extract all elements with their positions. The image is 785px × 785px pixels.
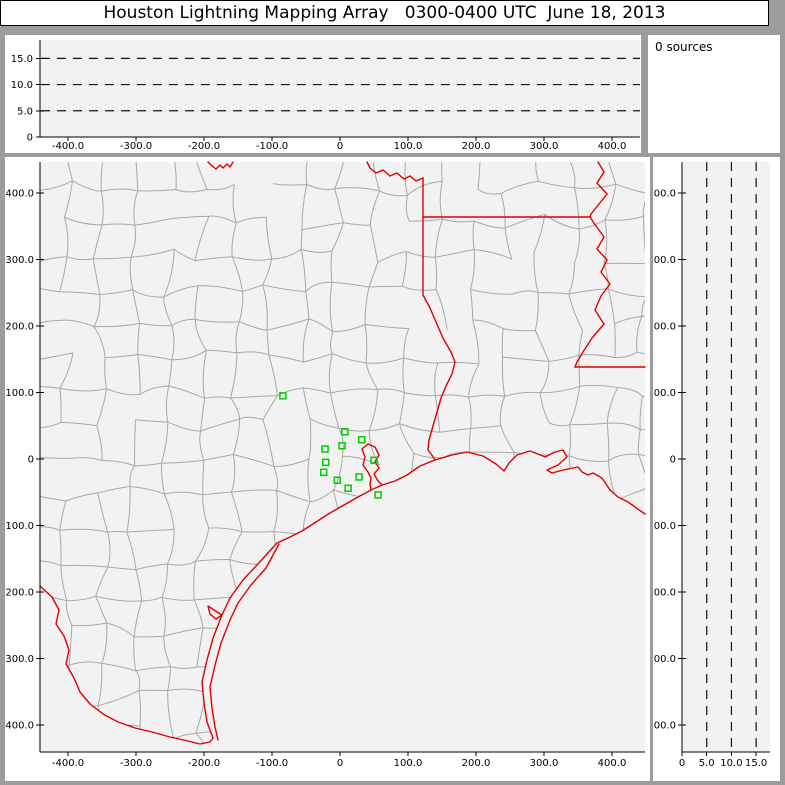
map-x-tick-label: -100.0 bbox=[256, 758, 288, 769]
x-tick-label: 400.0 bbox=[598, 141, 627, 152]
map-x-tick-label: 100.0 bbox=[394, 758, 423, 769]
lma-station-marker bbox=[374, 491, 382, 499]
y-tick-label: 400.0 bbox=[653, 189, 676, 200]
y-tick-label: -400.0 bbox=[653, 721, 676, 732]
x-tick-label: 10.0 bbox=[720, 758, 742, 769]
y-tick-label: 10.0 bbox=[11, 80, 33, 91]
y-tick-label: 300.0 bbox=[653, 255, 676, 266]
x-tick-label: 15.0 bbox=[745, 758, 767, 769]
lma-station-marker bbox=[370, 456, 378, 465]
red-river-border bbox=[207, 161, 234, 170]
map-y-tick-label: 400.0 bbox=[5, 189, 34, 200]
x-tick-label: -300.0 bbox=[120, 141, 152, 152]
map-y-tick-label: 100.0 bbox=[5, 388, 34, 399]
barrier-island bbox=[209, 543, 280, 741]
panel-plan-view-map: 400.0 300.0 200.0 100.0 0 -100.0 -200.0 -300.0 -… bbox=[5, 157, 650, 781]
map-y-tick-label: -200.0 bbox=[5, 588, 34, 599]
y-tick-label: 15.0 bbox=[11, 54, 33, 65]
map-y-tick-label: 0 bbox=[28, 455, 34, 466]
map-y-tick-label: -300.0 bbox=[5, 654, 34, 665]
lma-station-marker bbox=[321, 458, 330, 467]
x-tick-label: 200.0 bbox=[462, 141, 491, 152]
lma-station-marker bbox=[355, 473, 363, 481]
x-tick-label: -200.0 bbox=[188, 141, 220, 152]
map-x-tick-label: 400.0 bbox=[598, 758, 627, 769]
y-tick-label: -200.0 bbox=[653, 588, 676, 599]
lma-station-marker bbox=[358, 435, 366, 444]
map-y-tick-label: 200.0 bbox=[5, 322, 34, 333]
panel-source-count: 0 sources bbox=[648, 35, 780, 153]
galveston-bay bbox=[361, 443, 383, 491]
map-x-tick-label: 300.0 bbox=[530, 758, 559, 769]
y-tick-label: 5.0 bbox=[17, 106, 33, 117]
lma-station-marker bbox=[341, 427, 349, 436]
map-x-tick-label: -400.0 bbox=[52, 758, 84, 769]
map-axes: 400.0 300.0 200.0 100.0 0 -100.0 -200.0 -300.0 -… bbox=[5, 162, 645, 769]
y-tick-label: -100.0 bbox=[653, 521, 676, 532]
map-x-tick-label: -300.0 bbox=[120, 758, 152, 769]
rio-grande-border bbox=[39, 585, 214, 745]
map-x-tick-label: 0 bbox=[337, 758, 343, 769]
source-count-label: 0 sources bbox=[655, 40, 713, 54]
mississippi-river-border bbox=[574, 161, 611, 368]
lma-station-marker bbox=[344, 484, 352, 493]
panel-altitude-vs-north-south: 400.0 300.0 200.0 100.0 0 -100.0 -200.0 -300.0 -… bbox=[653, 157, 780, 781]
gulf-coastline-texas bbox=[201, 484, 383, 739]
lma-station-marker bbox=[338, 441, 346, 450]
y-tick-label: 0 bbox=[670, 455, 676, 466]
x-tick-label: 0 bbox=[679, 758, 685, 769]
page-title: Houston Lightning Mapping Array 0300-040… bbox=[103, 3, 666, 23]
map-x-tick-label: 200.0 bbox=[462, 758, 491, 769]
right-plot-area bbox=[682, 162, 770, 752]
lma-station-markers bbox=[279, 392, 382, 499]
panel-altitude-vs-east-west: 0 5.0 10.0 15.0 -400.0 -300.0 -200.0 -100.0 0 100… bbox=[5, 35, 641, 153]
altitude-vs-north-south-plot: 400.0 300.0 200.0 100.0 0 -100.0 -200.0 -300.0 -… bbox=[653, 162, 770, 769]
x-tick-label: 100.0 bbox=[394, 141, 423, 152]
x-tick-label: 300.0 bbox=[530, 141, 559, 152]
gulf-coastline-galveston-to-sabine bbox=[381, 459, 436, 486]
top-plot-area bbox=[40, 40, 640, 137]
y-tick-label: 200.0 bbox=[653, 322, 676, 333]
tx-ar-sabine-border bbox=[422, 177, 456, 461]
title-bar: Houston Lightning Mapping Array 0300-040… bbox=[0, 0, 769, 26]
y-tick-label: 100.0 bbox=[653, 388, 676, 399]
red-river-tx-ok-border bbox=[366, 161, 424, 182]
x-tick-label: 0 bbox=[337, 141, 343, 152]
lma-station-marker bbox=[333, 476, 342, 485]
lma-station-marker bbox=[319, 468, 328, 477]
x-tick-label: -400.0 bbox=[52, 141, 84, 152]
map-y-tick-label: 300.0 bbox=[5, 255, 34, 266]
x-tick-label: 5.0 bbox=[699, 758, 715, 769]
map-x-tick-label: -200.0 bbox=[188, 758, 220, 769]
map-y-tick-label: -400.0 bbox=[5, 721, 34, 732]
lma-station-marker bbox=[279, 392, 287, 400]
map-y-tick-label: -100.0 bbox=[5, 521, 34, 532]
altitude-vs-east-west-plot: 0 5.0 10.0 15.0 -400.0 -300.0 -200.0 -100.0 0 100… bbox=[11, 40, 640, 152]
y-tick-label: 0 bbox=[27, 133, 33, 144]
plan-view-map-plot: 400.0 300.0 200.0 100.0 0 -100.0 -200.0 -300.0 -… bbox=[5, 161, 646, 769]
lma-station-marker bbox=[321, 445, 329, 453]
y-tick-label: -300.0 bbox=[653, 654, 676, 665]
state-borders-red bbox=[39, 161, 646, 745]
x-tick-label: -100.0 bbox=[256, 141, 288, 152]
gulf-coastline-east bbox=[434, 449, 646, 515]
